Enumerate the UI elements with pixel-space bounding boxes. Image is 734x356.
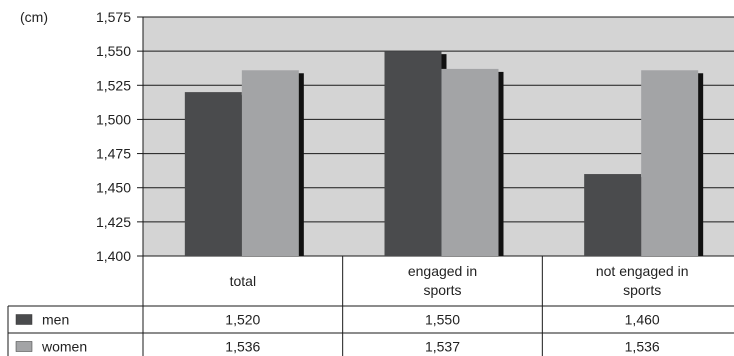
data-label-men: 1,460 xyxy=(625,312,660,328)
x-category-label: engaged in sports xyxy=(408,263,477,298)
y-tick-label: 1,500 xyxy=(96,111,131,127)
legend-swatch-men xyxy=(15,314,33,325)
legend-label-men: men xyxy=(42,312,69,328)
bar-women xyxy=(241,70,299,257)
data-label-men: 1,550 xyxy=(425,312,460,328)
y-tick-label: 1,425 xyxy=(96,214,131,230)
bar-men xyxy=(584,174,642,256)
y-tick-label: 1,400 xyxy=(96,248,131,264)
bar-men xyxy=(184,92,242,256)
y-tick-label: 1,450 xyxy=(96,180,131,196)
y-tick-label: 1,575 xyxy=(96,9,131,25)
y-tick-label: 1,475 xyxy=(96,146,131,162)
data-label-men: 1,520 xyxy=(225,312,260,328)
data-label-women: 1,536 xyxy=(225,339,260,355)
data-label-women: 1,536 xyxy=(625,339,660,355)
y-tick-label: 1,525 xyxy=(96,77,131,93)
bar-women xyxy=(641,70,699,257)
bar-men xyxy=(384,51,442,257)
legend-label-women: women xyxy=(41,339,87,355)
y-unit-label: (cm) xyxy=(20,9,48,25)
bar-women xyxy=(441,68,499,256)
legend-swatch-women xyxy=(15,341,33,352)
x-category-label: total xyxy=(230,273,256,289)
x-category-label: not engaged in sports xyxy=(596,263,689,298)
y-tick-label: 1,550 xyxy=(96,43,131,59)
data-label-women: 1,537 xyxy=(425,339,460,355)
